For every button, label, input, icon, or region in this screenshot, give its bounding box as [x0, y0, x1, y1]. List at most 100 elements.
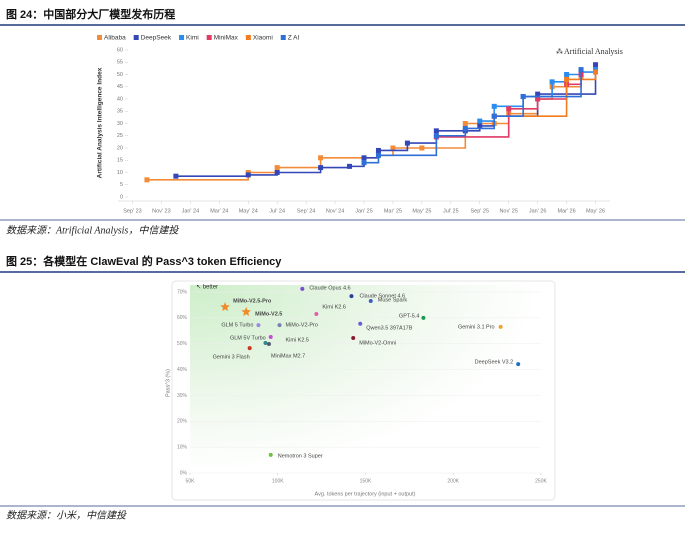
point-marker — [477, 123, 483, 129]
x-tick-label: Mar' 24 — [210, 208, 228, 214]
y-tick-label: 20 — [117, 145, 123, 151]
point-label: GPT-5.4 — [399, 313, 419, 319]
point-star — [241, 306, 251, 316]
x-tick-label: May' 24 — [239, 208, 258, 214]
point-marker — [245, 172, 251, 178]
point-label: MiMo-V2.5 — [255, 311, 282, 317]
point-label: Muse Spark — [378, 298, 408, 304]
point-label: Gemini 3 Flash — [213, 355, 250, 361]
point-marker — [404, 140, 410, 146]
y-tick-label: 70% — [177, 289, 188, 295]
better-region — [190, 285, 541, 473]
legend-swatch — [97, 35, 102, 40]
point-marker — [144, 177, 150, 183]
legend-label: DeepSeek — [141, 35, 172, 42]
point-marker — [375, 152, 381, 158]
point — [349, 294, 354, 299]
point-marker — [491, 113, 497, 119]
y-tick-label: 40% — [177, 367, 188, 373]
point-marker — [433, 128, 439, 134]
x-tick-label: Sep' 23 — [123, 208, 141, 214]
y-tick-label: 30 — [117, 121, 123, 127]
point-marker — [274, 170, 280, 175]
point-marker — [578, 67, 584, 73]
point-marker — [462, 125, 468, 131]
x-tick-label: Jul' 24 — [269, 208, 285, 214]
y-tick-label: 50 — [117, 72, 123, 78]
annotation: Artificial Analysis — [564, 47, 623, 56]
point-marker — [491, 103, 497, 109]
x-tick-label: Jan' 26 — [529, 208, 547, 214]
point-marker — [375, 147, 381, 153]
point-label: Kimi K2.6 — [322, 304, 346, 310]
point — [256, 323, 261, 328]
figure-caption: 图 25：各模型在 ClawEval 的 Pass^3 token Effici… — [6, 254, 282, 268]
y-tick-label: 45 — [117, 84, 123, 90]
legend-label: Xiaomi — [253, 35, 273, 42]
y-tick-label: 10 — [117, 170, 123, 176]
point-label: MiMo-V2.5-Pro — [233, 298, 272, 304]
point-marker — [347, 163, 353, 169]
annotation: ↖ better — [196, 285, 218, 291]
point-marker — [361, 155, 367, 161]
y-tick-label: 5 — [120, 182, 123, 188]
x-tick-label: Jan' 24 — [182, 208, 200, 214]
point — [247, 346, 252, 351]
point-marker — [173, 173, 179, 179]
point-star — [220, 302, 230, 311]
point — [300, 286, 305, 291]
x-tick-label: Jan' 25 — [355, 208, 373, 214]
y-tick-label: 40 — [117, 96, 123, 102]
x-tick-label: Sep' 25 — [471, 208, 489, 214]
point-marker — [419, 145, 425, 151]
point — [268, 452, 273, 457]
point-marker — [535, 96, 541, 102]
point-label: Kimi K2.5 — [285, 337, 309, 343]
x-tick-label: 200K — [447, 478, 459, 484]
y-tick-label: 15 — [117, 158, 123, 164]
x-tick-label: Nov' 24 — [326, 208, 344, 214]
point — [266, 341, 271, 346]
y-tick-label: 0% — [180, 470, 188, 476]
point-marker — [535, 91, 541, 97]
x-tick-label: Jul' 25 — [443, 208, 459, 214]
point-marker — [318, 165, 324, 171]
y-tick-label: 35 — [117, 109, 123, 115]
point-label: Nemotron 3 Super — [278, 453, 323, 459]
point-label: Gemini 3.1 Pro — [458, 324, 495, 330]
figure-caption: 图 24：中国部分大厂模型发布历程 — [6, 7, 175, 21]
point-label: Claude Sonnet 4.6 — [359, 294, 405, 300]
y-tick-label: 60 — [117, 47, 123, 53]
point-marker — [318, 155, 324, 161]
y-tick-label: 10% — [177, 444, 188, 450]
point — [368, 299, 373, 304]
legend-label: Kimi — [186, 35, 199, 42]
point-marker — [564, 72, 570, 77]
source-note: 数据来源：Atrificial Analysis，中信建投 — [6, 224, 179, 236]
x-tick-label: Sep' 24 — [297, 208, 315, 214]
logo-icon: ⁂ — [556, 48, 563, 56]
x-tick-label: 250K — [535, 478, 547, 484]
y-tick-label: 25 — [117, 133, 123, 139]
point-marker — [390, 145, 396, 151]
point — [277, 323, 282, 328]
x-axis-label: Avg. tokens per trajectory (input + outp… — [315, 491, 416, 497]
y-axis-label: Artificial Analysis Intelligence Index — [97, 67, 104, 178]
y-tick-label: 20% — [177, 419, 188, 425]
legend-label: MiniMax — [214, 35, 239, 42]
y-axis-label: Pass^3 (%) — [165, 369, 171, 397]
point-marker — [477, 118, 483, 124]
y-tick-label: 60% — [177, 315, 188, 321]
point — [516, 362, 521, 367]
point-marker — [564, 76, 570, 82]
point-marker — [520, 94, 526, 100]
x-tick-label: 150K — [360, 478, 372, 484]
point — [314, 311, 319, 316]
x-tick-label: May' 25 — [412, 208, 431, 214]
point-marker — [361, 160, 367, 166]
x-tick-label: 50K — [186, 478, 196, 484]
point-marker — [549, 79, 555, 85]
x-tick-label: 100K — [272, 478, 284, 484]
point — [268, 334, 273, 339]
